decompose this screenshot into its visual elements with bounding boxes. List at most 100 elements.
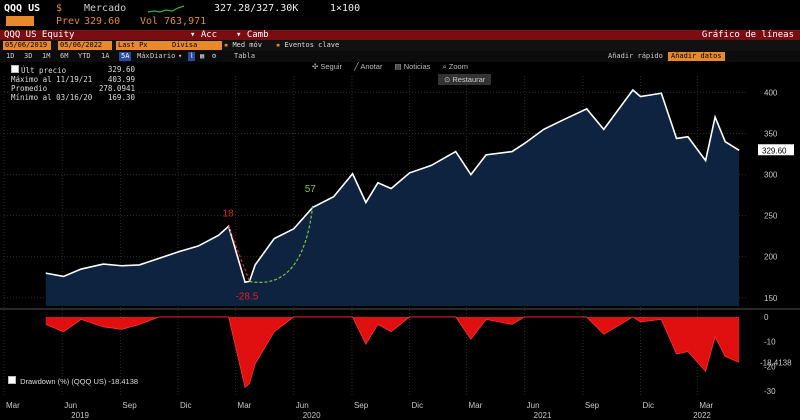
x-tick-label: Mar <box>468 401 482 410</box>
actions-menu[interactable]: ▾ Acc <box>190 30 218 40</box>
moving-average-toggle[interactable]: ▪ Med móv <box>224 41 262 49</box>
dd-y-tick-label: 0 <box>764 313 769 322</box>
price-field-select[interactable]: Last Px <box>116 41 170 50</box>
key-events-label: Eventos clave <box>284 41 340 49</box>
prev-value: 329.60 <box>84 16 121 27</box>
x-tick-label: Mar <box>6 401 20 410</box>
chart-canvas[interactable]: 150 200 250 300 350 400 0 -10 -20 -30 329.60 -18.41… <box>0 62 800 420</box>
end-date-field[interactable]: 05/06/2022 <box>58 41 112 50</box>
x-tick-label: Sep <box>354 401 369 410</box>
legend-value: 329.60 <box>107 65 135 74</box>
restore-label: Restaurar <box>452 75 486 84</box>
dd-y-tick-label: -30 <box>764 387 776 396</box>
alert-icon[interactable] <box>6 16 34 26</box>
drawdown-area-fill <box>45 316 740 388</box>
lot-size: 1×100 <box>330 3 361 14</box>
x-tick-label: Sep <box>585 401 600 410</box>
annotate-button[interactable]: ╱ Anotar <box>354 62 383 71</box>
drawdown-line <box>45 316 740 389</box>
currency-label: $ <box>56 3 63 14</box>
actions-label: Acc <box>200 30 218 40</box>
y-tick-label: 300 <box>764 171 778 180</box>
drawdown-legend-label: Drawdown (%) (QQQ US) <box>20 377 107 386</box>
range-button-6m[interactable]: 6M <box>60 52 69 60</box>
chart-type-title: Gráfico de líneas <box>701 30 794 40</box>
drawdown-legend: Drawdown (%) (QQQ US) -18.4138 <box>8 376 138 386</box>
dd-y-tick-label: -10 <box>764 338 776 347</box>
range-button-5a[interactable]: 5A <box>119 52 132 61</box>
key-events-toggle[interactable]: ▪ Eventos clave <box>276 41 340 49</box>
recovery-marker-line <box>249 205 314 283</box>
legend-row: Máximo al 11/19/21 403.99 <box>8 75 138 84</box>
moving-average-label: Med móv <box>232 41 262 49</box>
year-label: 2019 <box>71 411 89 420</box>
price-legend: Últ precio 329.60 Máximo al 11/19/21 403.99… <box>8 65 138 107</box>
legend-label-text: Mínimo al 03/16/20 <box>11 93 93 102</box>
range-button-3d[interactable]: 3D <box>24 52 33 60</box>
currency-select[interactable]: Divisa local <box>170 41 222 58</box>
range-button-máx[interactable]: Máx <box>137 52 150 60</box>
legend-value: 278.0941 <box>98 84 135 93</box>
bid-ask-range: 327.28/327.30K <box>214 3 299 14</box>
annotate-label: Anotar <box>360 62 383 71</box>
legend-label: Últ precio <box>11 65 66 75</box>
range-button-ytd[interactable]: YTD <box>78 52 91 60</box>
legend-checkbox[interactable] <box>11 65 19 73</box>
legend-row: Promedio 278.0941 <box>8 84 138 93</box>
restore-button[interactable]: ⊙ Restaurar <box>438 74 492 85</box>
zoom-label: Zoom <box>448 62 468 71</box>
range-button-1m[interactable]: 1M <box>42 52 51 60</box>
change-menu[interactable]: ▾ Camb <box>236 30 269 40</box>
volume-value: 763,971 <box>164 16 207 27</box>
range-button-1d[interactable]: 1D <box>6 52 15 60</box>
last-price-tag <box>758 144 794 156</box>
last-price-value: 329.60 <box>762 146 787 155</box>
annotations: 18 -28.5 57 <box>223 184 317 303</box>
x-tick-label: Sep <box>122 401 137 410</box>
function-bar: QQQ US Equity ▾ Acc ▾ Camb Gráfico de lí… <box>0 30 800 40</box>
zoom-button[interactable]: ⌕ Zoom <box>442 62 468 71</box>
table-button[interactable]: Tabla <box>234 52 256 60</box>
chart-style-icon[interactable]: ▾ <box>178 52 183 60</box>
range-button-1a[interactable]: 1A <box>101 52 110 60</box>
legend-row: Mínimo al 03/16/20 169.30 <box>8 93 138 102</box>
chart-toolbar: ✣ Seguir ╱ Anotar ▤ Noticias ⌕ Zoom <box>312 62 468 72</box>
range-bar: 1D 3D 1M 6M YTD 1A 5A Máx Diario ▾ ⌇ ▦ ⚙ Tabla … <box>0 51 800 62</box>
quick-add-button[interactable]: Añadir rápido <box>608 52 663 60</box>
news-label: Noticias <box>403 62 431 71</box>
axes: 150 200 250 300 350 400 0 -10 -20 -30 329.60 -18.41… <box>6 88 794 420</box>
legend-label-text: Últ precio <box>21 66 67 75</box>
year-label: 2022 <box>693 411 711 420</box>
equity-label[interactable]: QQQ US Equity <box>4 30 75 40</box>
quote-header: QQQ US $ Mercado 327.28/327.30K 1×100 Pr… <box>0 0 800 30</box>
legend-label: Mínimo al 03/16/20 <box>11 93 92 102</box>
legend-label: Promedio <box>11 84 47 93</box>
legend-label-text: Máximo al 11/19/21 <box>11 75 93 84</box>
price-line <box>45 88 740 284</box>
x-tick-label: Jun <box>64 401 77 410</box>
x-tick-label: Mar <box>699 401 713 410</box>
recovery-label: 57 <box>305 184 317 195</box>
settings-icon[interactable]: ⚙ <box>212 52 217 60</box>
year-label: 2021 <box>534 411 552 420</box>
legend-row: Últ precio 329.60 <box>8 65 138 75</box>
follow-button[interactable]: ✣ Seguir <box>312 62 343 71</box>
news-button[interactable]: ▤ Noticias <box>394 62 431 71</box>
start-date-field[interactable]: 05/06/2019 <box>3 41 51 50</box>
ticker-label[interactable]: QQQ US <box>4 3 41 14</box>
y-tick-label: 400 <box>764 88 778 97</box>
x-tick-label: Jun <box>296 401 309 410</box>
x-tick-label: Dic <box>412 401 424 410</box>
controls-bar: 05/06/2019 05/06/2022 Last Px Divisa loc… <box>0 40 800 58</box>
x-tick-label: Jun <box>527 401 540 410</box>
frequency-select[interactable]: Diario <box>150 52 176 60</box>
bar-style-icon[interactable]: ▦ <box>200 52 205 60</box>
market-label: Mercado <box>84 3 127 14</box>
add-data-button[interactable]: Añadir datos <box>668 52 725 61</box>
drawdown-checkbox[interactable] <box>8 376 16 384</box>
x-tick-label: Dic <box>642 401 654 410</box>
line-style-icon[interactable]: ⌇ <box>188 52 196 61</box>
y-tick-label: 250 <box>764 212 778 221</box>
follow-label: Seguir <box>320 62 343 71</box>
trough-label: -28.5 <box>235 291 258 302</box>
